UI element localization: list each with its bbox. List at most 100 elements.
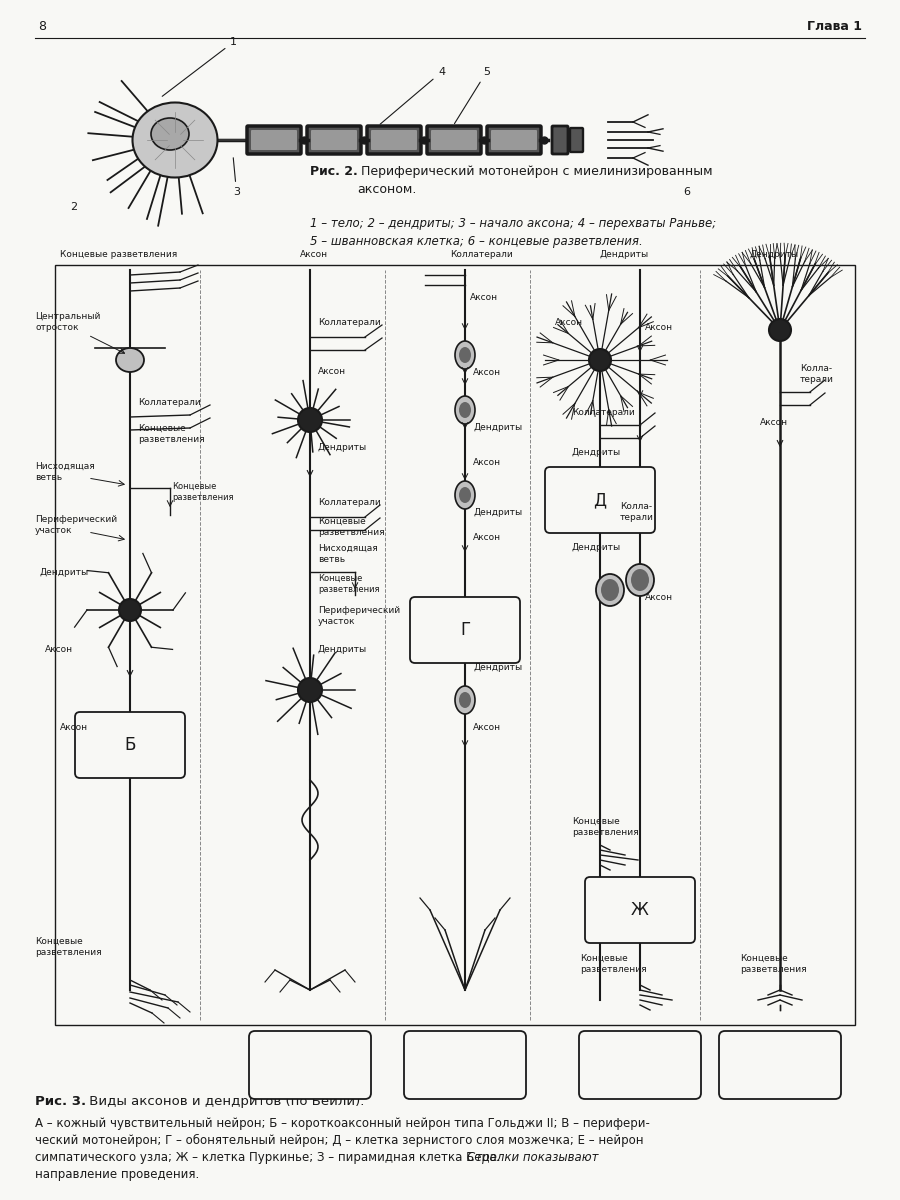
Ellipse shape <box>455 341 475 370</box>
Text: Глава 1: Глава 1 <box>807 20 862 32</box>
Text: ческий мотонейрон; Г – обонятельный нейрон; Д – клетка зернистого слоя мозжечка;: ческий мотонейрон; Г – обонятельный нейр… <box>35 1134 644 1147</box>
Text: Е: Е <box>634 1056 645 1074</box>
Text: А – кожный чувствительный нейрон; Б – короткоаксонный нейрон типа Гольджи II; В : А – кожный чувствительный нейрон; Б – ко… <box>35 1117 650 1130</box>
Text: Коллатерали: Коллатерали <box>572 408 634 416</box>
Text: Концевые
разветвления: Концевые разветвления <box>172 482 233 502</box>
Text: Колла-
терали: Колла- терали <box>800 364 834 384</box>
Text: Виды аксонов и дендритов (по Бейли).: Виды аксонов и дендритов (по Бейли). <box>85 1094 364 1108</box>
Text: Концевые
разветвления: Концевые разветвления <box>740 954 806 974</box>
Text: Дендриты: Дендриты <box>750 250 799 259</box>
Text: Концевые разветвления: Концевые разветвления <box>60 250 177 259</box>
FancyBboxPatch shape <box>410 596 520 662</box>
Ellipse shape <box>589 349 611 371</box>
Ellipse shape <box>601 578 619 601</box>
FancyBboxPatch shape <box>251 130 297 150</box>
Text: В: В <box>459 1056 471 1074</box>
Text: Аксон: Аксон <box>760 418 788 427</box>
Text: Б: Б <box>304 1056 316 1074</box>
Ellipse shape <box>132 102 218 178</box>
FancyBboxPatch shape <box>491 130 537 150</box>
Text: Коллатерали: Коллатерали <box>318 498 381 506</box>
Ellipse shape <box>631 569 649 590</box>
Text: Коллатерали: Коллатерали <box>138 398 201 407</box>
FancyBboxPatch shape <box>545 467 655 533</box>
Bar <box>55 265 855 1025</box>
Text: З: З <box>774 1056 786 1074</box>
Text: Аксон: Аксон <box>60 722 88 732</box>
Text: 2: 2 <box>70 202 77 212</box>
Text: Б: Б <box>124 736 136 754</box>
Ellipse shape <box>596 574 624 606</box>
Ellipse shape <box>626 564 654 596</box>
Text: Аксон: Аксон <box>473 368 501 377</box>
Text: Аксон: Аксон <box>555 318 583 326</box>
FancyBboxPatch shape <box>371 130 417 150</box>
Text: Аксон: Аксон <box>473 458 501 467</box>
Text: Стрелки показывают: Стрелки показывают <box>467 1151 598 1164</box>
FancyBboxPatch shape <box>247 126 301 154</box>
Ellipse shape <box>455 686 475 714</box>
Text: Рис. 3.: Рис. 3. <box>35 1094 86 1108</box>
FancyBboxPatch shape <box>431 130 477 150</box>
FancyBboxPatch shape <box>75 712 185 778</box>
Text: Г: Г <box>460 622 470 638</box>
FancyBboxPatch shape <box>404 1031 526 1099</box>
Ellipse shape <box>455 481 475 509</box>
FancyBboxPatch shape <box>427 126 481 154</box>
Ellipse shape <box>459 487 471 503</box>
Text: Концевые
разветвления: Концевые разветвления <box>35 937 102 958</box>
Text: Дендриты: Дендриты <box>572 448 621 457</box>
Text: Дендриты: Дендриты <box>600 250 649 259</box>
Text: Аксон: Аксон <box>473 533 501 542</box>
Text: Аксон: Аксон <box>473 722 501 732</box>
Text: Коллатерали: Коллатерали <box>450 250 513 259</box>
FancyBboxPatch shape <box>487 126 541 154</box>
Ellipse shape <box>459 347 471 362</box>
Text: Дендриты: Дендриты <box>572 542 621 552</box>
Text: 8: 8 <box>38 20 46 32</box>
Text: Дендриты: Дендриты <box>473 662 522 672</box>
Ellipse shape <box>459 692 471 708</box>
Text: 1: 1 <box>162 37 237 96</box>
Text: Нисходящая
ветвь: Нисходящая ветвь <box>35 462 94 482</box>
Ellipse shape <box>298 408 322 432</box>
Text: Дендриты: Дендриты <box>318 443 367 452</box>
Text: Аксон: Аксон <box>645 323 673 332</box>
FancyBboxPatch shape <box>249 1031 371 1099</box>
Text: Периферический мотонейрон с миелинизированным
аксоном.: Периферический мотонейрон с миелинизиров… <box>357 164 713 196</box>
FancyBboxPatch shape <box>579 1031 701 1099</box>
Ellipse shape <box>119 599 141 622</box>
Ellipse shape <box>769 319 791 341</box>
Ellipse shape <box>455 396 475 424</box>
Text: Аксон: Аксон <box>300 250 328 259</box>
Text: Аксон: Аксон <box>645 593 673 602</box>
Text: Дендриты: Дендриты <box>473 422 522 432</box>
Text: Рис. 2.: Рис. 2. <box>310 164 358 178</box>
Text: Дендриты: Дендриты <box>473 508 522 517</box>
FancyBboxPatch shape <box>570 128 583 152</box>
Text: Периферический
участок: Периферический участок <box>35 515 117 535</box>
Text: Концевые
разветвления: Концевые разветвления <box>138 424 204 444</box>
Text: Колла-
терали: Колла- терали <box>620 502 654 522</box>
Text: 6: 6 <box>683 187 690 197</box>
Ellipse shape <box>459 402 471 418</box>
FancyBboxPatch shape <box>552 126 568 154</box>
Text: 4: 4 <box>380 67 446 125</box>
FancyBboxPatch shape <box>307 126 361 154</box>
Text: Аксон: Аксон <box>318 367 346 376</box>
Text: Аксон: Аксон <box>45 646 73 654</box>
Ellipse shape <box>116 348 144 372</box>
Text: 5: 5 <box>454 67 490 124</box>
Text: Концевые
разветвления: Концевые разветвления <box>572 817 639 838</box>
Ellipse shape <box>151 118 189 150</box>
Text: Ж: Ж <box>631 901 649 919</box>
Text: 3: 3 <box>233 157 240 197</box>
Text: Концевые
разветвления: Концевые разветвления <box>580 954 646 974</box>
Text: Периферический
участок: Периферический участок <box>318 606 400 626</box>
Ellipse shape <box>298 678 322 702</box>
FancyBboxPatch shape <box>719 1031 841 1099</box>
FancyBboxPatch shape <box>585 877 695 943</box>
Text: Дендриты: Дендриты <box>40 568 89 577</box>
Text: Д: Д <box>593 491 607 509</box>
Text: Нисходящая
ветвь: Нисходящая ветвь <box>318 544 378 564</box>
